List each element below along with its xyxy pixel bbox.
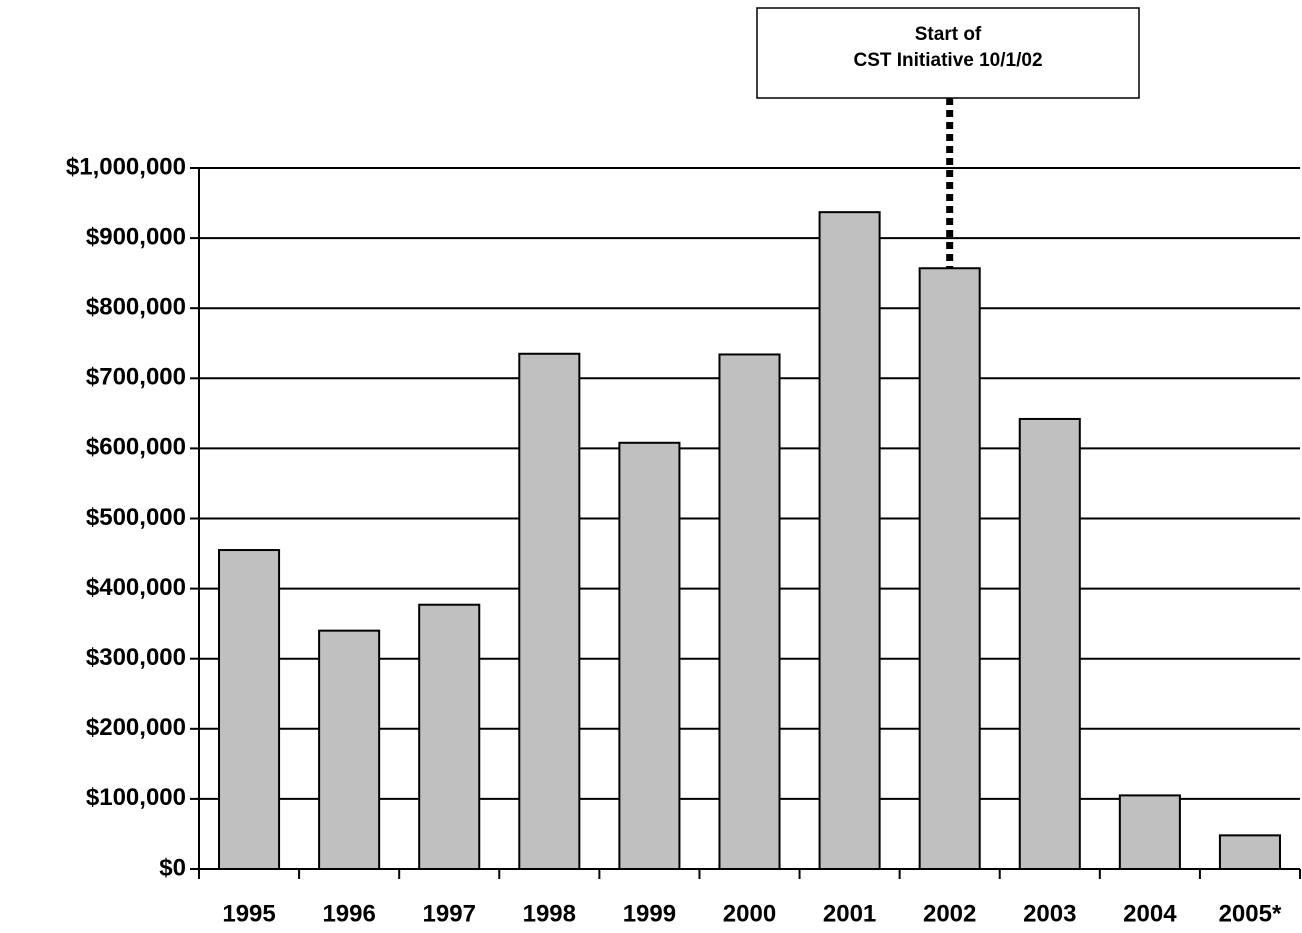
bar: [1218, 834, 1281, 870]
x-tick-label: 1998: [523, 900, 576, 927]
bar: [818, 211, 881, 870]
y-tick-label: $200,000: [86, 714, 186, 741]
annotation-text: Start of: [915, 24, 982, 45]
y-tick-label: $300,000: [86, 644, 186, 671]
x-tick-label: 2001: [823, 900, 876, 927]
y-tick-label: $600,000: [86, 434, 186, 461]
y-tick-label: $100,000: [86, 784, 186, 811]
bar: [518, 352, 581, 870]
x-tick-label: 2004: [1123, 900, 1177, 927]
y-tick-label: $800,000: [86, 294, 186, 321]
bar: [918, 267, 981, 871]
bar: [418, 603, 481, 871]
bar: [318, 629, 381, 870]
x-tick-label: 2003: [1023, 900, 1076, 927]
bar: [1018, 417, 1081, 870]
bar: [618, 441, 681, 870]
x-tick-label: 1997: [423, 900, 476, 927]
y-tick-label: $700,000: [86, 364, 186, 391]
y-tick-label: $400,000: [86, 574, 186, 601]
y-tick-label: $900,000: [86, 223, 186, 250]
x-tick-label: 1996: [322, 900, 375, 927]
bar: [718, 353, 781, 870]
x-tick-label: 1995: [222, 900, 275, 927]
x-tick-label: 1999: [623, 900, 676, 927]
bar: [218, 549, 281, 870]
annotation-box: [756, 7, 1140, 99]
y-tick-label: $0: [159, 854, 186, 881]
y-tick-label: $500,000: [86, 504, 186, 531]
x-tick-label: 2005*: [1219, 900, 1282, 927]
y-tick-label: $1,000,000: [66, 153, 186, 180]
annotation-text: CST Initiative 10/1/02: [853, 50, 1042, 71]
x-tick-label: 2002: [923, 900, 976, 927]
bar: [1118, 794, 1181, 871]
x-tick-label: 2000: [723, 900, 776, 927]
